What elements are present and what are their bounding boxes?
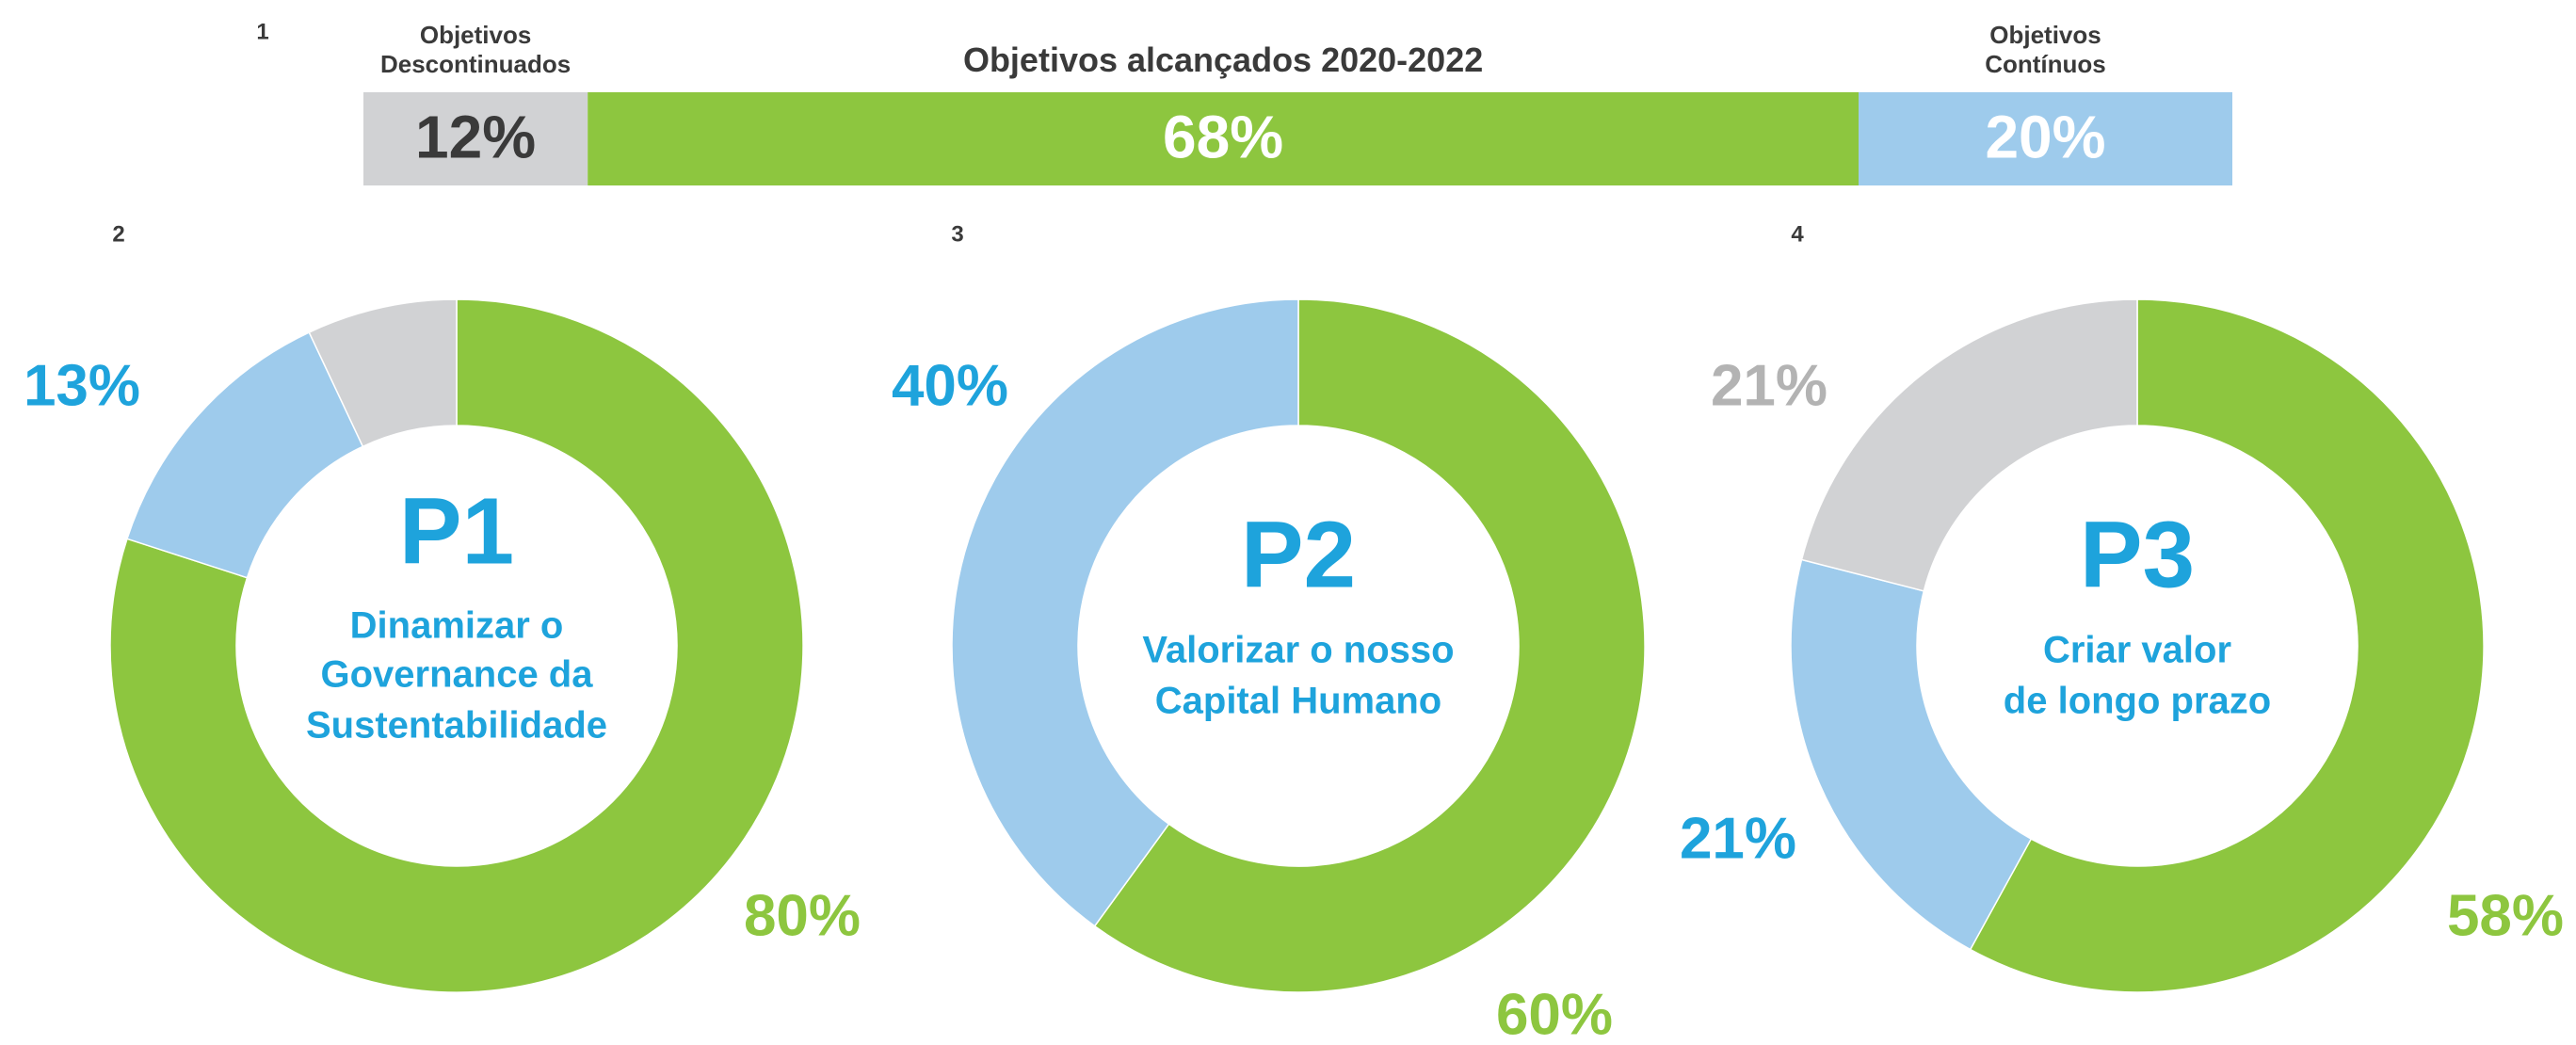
donut-subtitle: Criar valor bbox=[2043, 630, 2231, 671]
bar-segment bbox=[588, 92, 1860, 185]
donut-subtitle: Dinamizar o bbox=[350, 605, 564, 647]
donut-subtitle: de longo prazo bbox=[2004, 681, 2271, 722]
donut-value-label: 21% bbox=[1711, 353, 1827, 418]
donut-value-label: 80% bbox=[744, 883, 861, 948]
bar-value-label: 68% bbox=[1163, 103, 1283, 170]
donut-value-label: 21% bbox=[1680, 806, 1796, 871]
donut-segment bbox=[308, 298, 458, 448]
donut-segment bbox=[1790, 558, 2033, 951]
bar-category-label: Objetivos Contínuos bbox=[1985, 21, 2106, 78]
donut-segment bbox=[1800, 298, 2138, 592]
donut-segment bbox=[109, 298, 804, 993]
donut-subtitle: Capital Humano bbox=[1155, 681, 1441, 722]
donut-segment bbox=[1093, 298, 1646, 993]
donut-subtitle: Valorizar o nosso bbox=[1142, 630, 1454, 671]
bar-category-label: Objetivos Descontinuados bbox=[379, 21, 572, 78]
donut-title: P3 bbox=[2080, 502, 2195, 607]
bar-category-label: Objetivos alcançados 2020-2022 bbox=[962, 40, 1484, 79]
donut-segment bbox=[951, 298, 1299, 927]
bar-value-label: 12% bbox=[415, 103, 536, 170]
donut-value-label: 58% bbox=[2447, 883, 2564, 948]
donut-subtitle: Sustentabilidade bbox=[306, 705, 607, 747]
chart-number: 2 bbox=[112, 221, 124, 247]
donut-title: P1 bbox=[399, 478, 514, 584]
donut-value-label: 40% bbox=[892, 353, 1008, 418]
bar-segment bbox=[363, 92, 588, 185]
donut-title: P2 bbox=[1241, 502, 1356, 607]
donut-value-label: 60% bbox=[1496, 982, 1613, 1045]
chart-number: 3 bbox=[951, 221, 963, 247]
donut-value-label: 13% bbox=[24, 353, 140, 418]
chart-number: 1 bbox=[256, 19, 268, 44]
donut-subtitle: Governance da bbox=[320, 654, 593, 696]
bar-value-label: 20% bbox=[1985, 103, 2105, 170]
bar-segment bbox=[1859, 92, 2232, 185]
donut-segment bbox=[1969, 298, 2485, 993]
chart-number: 4 bbox=[1791, 221, 1804, 247]
